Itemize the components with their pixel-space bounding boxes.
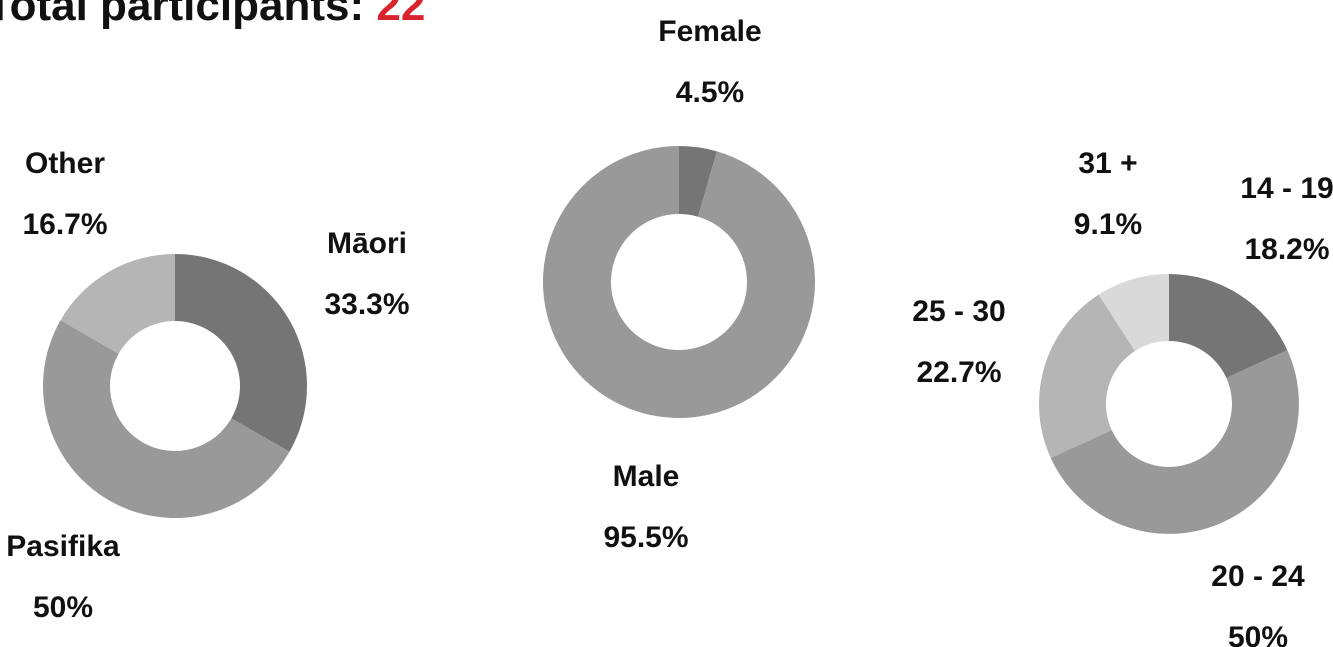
slice-label: 31 + <box>1078 147 1137 180</box>
donut-slice <box>1098 274 1169 352</box>
donut-slice <box>679 146 717 217</box>
donut-slice <box>60 254 175 354</box>
slice-label: Māori <box>327 227 407 260</box>
slice-label: 14 - 19 <box>1240 172 1333 205</box>
slice-value-label: 18.2% <box>1244 233 1329 266</box>
slice-value-label: 33.3% <box>324 288 409 321</box>
donut-slice <box>1039 294 1135 458</box>
slice-label: Male <box>613 460 680 493</box>
donut-slice <box>543 146 815 418</box>
slice-value-label: 16.7% <box>22 208 107 241</box>
donut-slice <box>1050 350 1299 534</box>
participant-count: 22 <box>376 0 425 30</box>
donut-slice <box>1169 274 1288 378</box>
slice-value-label: 22.7% <box>916 356 1001 389</box>
slice-value-label: 50% <box>1228 621 1288 647</box>
slice-value-label: 4.5% <box>676 76 744 109</box>
title-text: Total participants: <box>0 0 364 30</box>
donut-slice <box>175 254 307 452</box>
slice-label: Other <box>25 147 105 180</box>
header-title: Total participants: 22 <box>0 0 425 30</box>
slice-label: Pasifika <box>6 530 120 563</box>
slice-label: Female <box>658 15 761 48</box>
donut-slice <box>42 320 290 518</box>
slice-value-label: 95.5% <box>603 521 688 554</box>
slice-value-label: 9.1% <box>1074 208 1142 241</box>
slice-value-label: 50% <box>33 591 93 624</box>
slice-label: 25 - 30 <box>912 295 1005 328</box>
slice-label: 20 - 24 <box>1211 560 1305 593</box>
